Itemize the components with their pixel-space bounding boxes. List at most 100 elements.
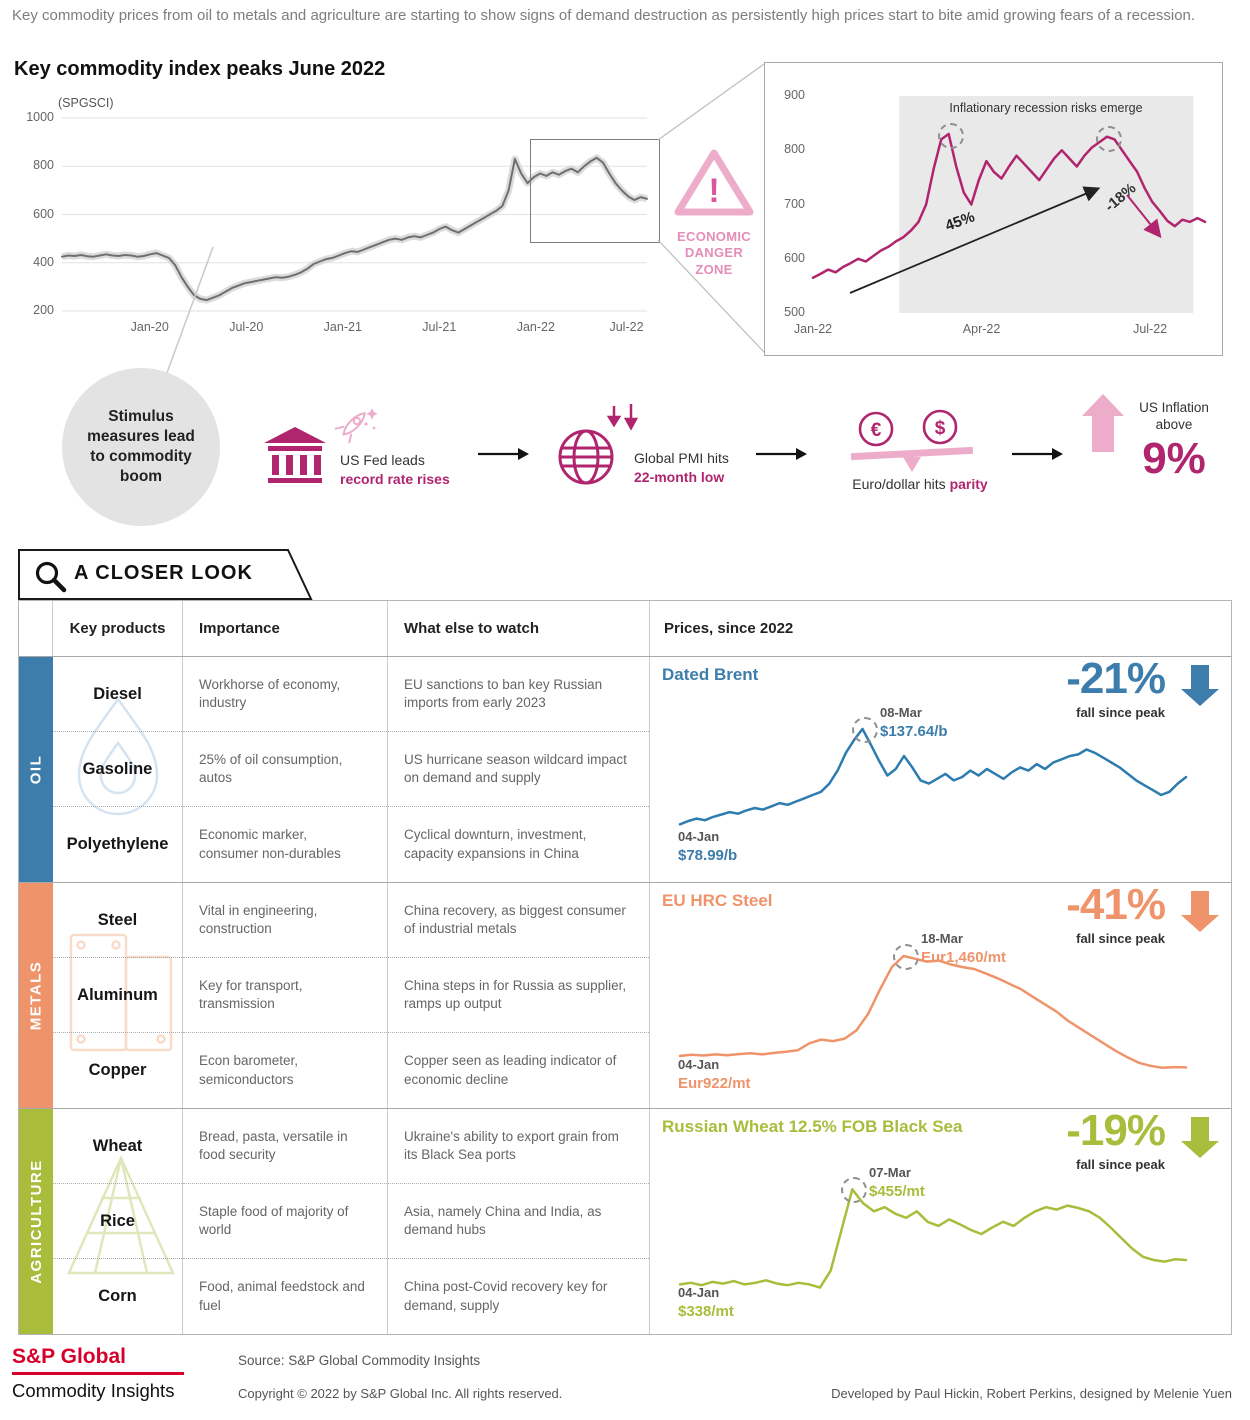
- steel-chart: EU HRC Steel -41% fall since peak 18-Mar…: [650, 883, 1231, 1108]
- product-name: Aluminum: [53, 958, 182, 1033]
- main-index-chart: 200 400 600 800 1000 Jan-20 Jul-20 Jan-21 Jul-21…: [12, 106, 652, 341]
- price-chart-oil: Dated Brent -21% fall since peak 08-Mar …: [650, 657, 1231, 882]
- flow-text: US Inflation above: [1139, 400, 1209, 432]
- start-date: 04-Jan: [678, 1285, 720, 1300]
- y-axis-tick-label: 1000: [26, 110, 54, 124]
- importance-text: 25% of oil consumption, autos: [183, 732, 387, 807]
- x-axis-tick-label: Jul-22: [1133, 322, 1168, 336]
- peak-annotation: 07-Mar $455/mt: [869, 1165, 925, 1201]
- start-date: 04-Jan: [678, 1057, 720, 1072]
- x-axis-tick-label: Jan-22: [516, 320, 555, 334]
- products-column: Wheat Rice Corn: [53, 1109, 183, 1334]
- flow-step-fed: US Fed leads record rate rises: [262, 404, 472, 514]
- section-metals: METALS Steel Aluminum Copper Vital in en…: [19, 883, 1231, 1109]
- copyright-text: Copyright © 2022 by S&P Global Inc. All …: [238, 1386, 563, 1401]
- fall-note: fall since peak: [1076, 931, 1165, 946]
- y-axis-tick-label: 500: [784, 305, 805, 319]
- euro-coin-icon: €: [858, 411, 894, 447]
- closer-look-outline: [18, 549, 313, 600]
- price-chart-metals: EU HRC Steel -41% fall since peak 18-Mar…: [650, 883, 1231, 1108]
- peak-marker: [893, 944, 919, 970]
- intro-text: Key commodity prices from oil to metals …: [12, 7, 1196, 24]
- logo-bottom-text: Commodity Insights: [12, 1380, 175, 1401]
- stimulus-bubble: Stimulus measures lead to commodity boom: [62, 368, 220, 526]
- watch-text: China steps in for Russia as supplier, r…: [388, 958, 649, 1033]
- watch-column: China recovery, as biggest consumer of i…: [388, 883, 650, 1108]
- chart-title: Russian Wheat 12.5% FOB Black Sea: [662, 1117, 963, 1136]
- chart-title: EU HRC Steel: [662, 891, 773, 910]
- x-axis-tick-label: Jul-21: [422, 320, 457, 334]
- peak-value: $137.64/b: [880, 722, 948, 740]
- peak-date: 08-Mar: [880, 705, 922, 720]
- x-axis-tick-label: Jan-21: [323, 320, 362, 334]
- flow-arrow-icon: [1012, 448, 1063, 460]
- flow-step-parity: € $ Euro/dollar hits parity: [845, 408, 995, 508]
- peak-marker: [938, 123, 964, 149]
- svg-text:€: €: [871, 420, 882, 441]
- x-axis-tick-label: Jul-22: [609, 320, 644, 334]
- flow-arrow-icon: [756, 448, 807, 460]
- section-oil: OIL Diesel Gasoline Polyethylene Workhor…: [19, 657, 1231, 883]
- flow-step-inflation: US Inflation above 9%: [1082, 394, 1222, 510]
- start-annotation: 04-Jan Eur922/mt: [678, 1057, 751, 1093]
- header-watch: What else to watch: [388, 601, 650, 656]
- start-annotation: 04-Jan $338/mt: [678, 1285, 734, 1321]
- logo-top-text: S&P Global: [12, 1345, 126, 1368]
- y-axis-tick-label: 200: [33, 303, 54, 317]
- y-axis-tick-label: 800: [784, 142, 805, 157]
- peak-annotation: 08-Mar $137.64/b: [880, 705, 948, 741]
- products-column: Diesel Gasoline Polyethylene: [53, 657, 183, 882]
- flow-text: Euro/dollar hits parity: [835, 476, 1005, 494]
- section-band-agriculture: AGRICULTURE: [19, 1109, 53, 1334]
- flow-text: US Fed leads: [340, 452, 425, 468]
- section-title: Key commodity index peaks June 2022: [14, 58, 386, 80]
- price-chart-agriculture: Russian Wheat 12.5% FOB Black Sea -19% f…: [650, 1109, 1231, 1334]
- table-header: Key products Importance What else to wat…: [19, 601, 1231, 657]
- header-spacer: [19, 601, 53, 656]
- importance-text: Bread, pasta, versatile in food security: [183, 1109, 387, 1184]
- fall-note: fall since peak: [1076, 705, 1165, 720]
- product-name: Rice: [53, 1184, 182, 1259]
- header-key-products: Key products: [53, 601, 183, 656]
- flow-highlight: record rate rises: [340, 471, 450, 487]
- products-column: Steel Aluminum Copper: [53, 883, 183, 1108]
- pct-change: -19%: [1066, 1106, 1166, 1155]
- peak-annotation: 18-Mar Eur1,460/mt: [921, 931, 1006, 967]
- x-axis-tick-label: Jan-22: [793, 322, 833, 336]
- watch-text: China recovery, as biggest consumer of i…: [388, 883, 649, 958]
- watch-text: EU sanctions to ban key Russian imports …: [388, 657, 649, 732]
- section-band-oil: OIL: [19, 657, 53, 882]
- band-label: OIL: [27, 754, 45, 785]
- start-value: $78.99/b: [678, 846, 738, 864]
- importance-text: Staple food of majority of world: [183, 1184, 387, 1259]
- rocket-icon: [334, 408, 378, 444]
- watch-text: Ukraine's ability to export grain from i…: [388, 1109, 649, 1184]
- start-annotation: 04-Jan $78.99/b: [678, 829, 737, 865]
- brent-chart: Dated Brent -21% fall since peak 08-Mar …: [650, 657, 1231, 882]
- y-axis-tick-label: 400: [33, 254, 54, 269]
- watch-text: Cyclical downturn, investment, capacity …: [404, 827, 587, 861]
- brent-chart-svg: [678, 727, 1188, 826]
- watch-text: Asia, namely China and India, as demand …: [388, 1184, 649, 1259]
- wheat-chart-svg: [678, 1188, 1188, 1289]
- product-name: Copper: [88, 1061, 147, 1079]
- peak-date: 18-Mar: [921, 931, 963, 946]
- importance-text: Economic marker, consumer non-durables: [199, 827, 341, 861]
- grain-pile-icon: [67, 1154, 175, 1275]
- svg-text:!: !: [708, 172, 719, 210]
- flow-step-pmi: Global PMI hits 22-month low: [556, 404, 776, 514]
- flow-text-plain: Euro/dollar hits: [852, 476, 950, 492]
- product-name: Gasoline: [53, 732, 182, 807]
- product-name: Steel: [53, 883, 182, 958]
- flow-arrow-icon: [478, 448, 529, 460]
- header-prices: Prices, since 2022: [664, 620, 794, 637]
- logo-rule: [12, 1372, 184, 1375]
- x-axis-tick-label: Apr-22: [962, 322, 1001, 336]
- product-name: Polyethylene: [66, 835, 169, 853]
- product-name: Diesel: [53, 657, 182, 732]
- product-name: Corn: [98, 1287, 137, 1305]
- wheat-chart: Russian Wheat 12.5% FOB Black Sea -19% f…: [650, 1109, 1231, 1334]
- bank-icon: [264, 427, 326, 483]
- warning-triangle-icon: !: [674, 149, 754, 216]
- up-arrow-icon: [1082, 394, 1124, 452]
